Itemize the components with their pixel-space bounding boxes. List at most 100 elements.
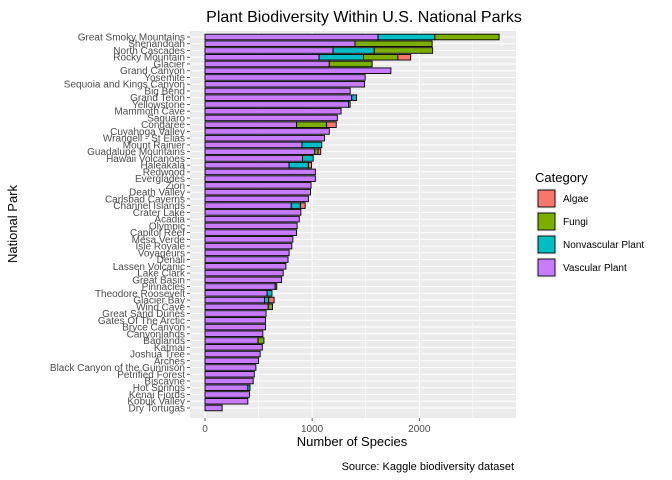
- y-tick-label: Wrangell - St Elias: [103, 134, 185, 145]
- y-tick-label: Kenai Fjords: [129, 390, 185, 401]
- bar-segment: [204, 323, 266, 331]
- y-tick-label: Glacier: [153, 59, 185, 70]
- y-tick-label: Pinnacles: [142, 282, 185, 293]
- bar-segment: [204, 263, 287, 270]
- legend-label: Nonvascular Plant: [563, 240, 644, 251]
- bar-segment: [266, 290, 273, 297]
- y-tick-label: Capitol Reef: [130, 228, 185, 239]
- y-tick-label: Rocky Mountain: [113, 53, 185, 64]
- bar-segment: [204, 188, 311, 196]
- y-tick-label: Joshua Tree: [130, 350, 185, 361]
- bar-segment: [204, 276, 283, 284]
- bar-segment: [307, 161, 313, 169]
- bar-segment: [290, 202, 301, 209]
- bar-segment: [363, 53, 399, 61]
- y-tick-label: Great Smoky Mountains: [78, 33, 185, 44]
- legend-swatch: [537, 212, 556, 231]
- bar-segment: [204, 33, 379, 41]
- bar-segment: [204, 236, 294, 243]
- bar-segment: [204, 229, 298, 236]
- y-tick-label: Glacier Bay: [133, 296, 185, 307]
- bar-segment: [204, 222, 298, 230]
- bar-segment: [204, 350, 261, 358]
- bar-segment: [204, 290, 268, 297]
- y-tick-label: Saguaro: [147, 113, 185, 124]
- legend-title: Category: [535, 170, 588, 185]
- bar-segment: [204, 242, 293, 250]
- y-tick-label: Wind Cave: [136, 302, 185, 313]
- bar-segment: [301, 141, 323, 149]
- bar-segment: [204, 128, 330, 135]
- bar-segment: [302, 155, 314, 162]
- y-tick-label: Cuyahoga Valley: [110, 127, 185, 138]
- y-axis-title: National Park: [5, 184, 20, 263]
- bar-segment: [348, 101, 351, 108]
- source-caption: Source: Kaggle biodiversity dataset: [342, 461, 514, 473]
- y-tick-label: Haleakala: [141, 161, 186, 172]
- bar-segment: [328, 60, 373, 68]
- bar-segment: [204, 330, 264, 338]
- bar-segment: [204, 377, 254, 385]
- y-tick-label: Hawaii Volcanoes: [106, 154, 185, 165]
- y-tick-label: Guadalupe Mountains: [87, 147, 185, 158]
- y-tick-label: Gates Of The Arctic: [98, 316, 185, 327]
- x-tick-label: 1000: [301, 424, 324, 435]
- bar-segment: [204, 107, 342, 115]
- x-axis-ticks: 0 1000 2000: [202, 418, 431, 435]
- bar-segment: [354, 40, 433, 47]
- y-tick-label: Lassen Volcanic: [113, 262, 185, 273]
- bar-segment: [204, 337, 259, 344]
- y-tick-label: Theodore Roosevelt: [95, 289, 185, 300]
- y-tick-label: Mount Rainier: [123, 140, 186, 151]
- bar-segment: [204, 269, 284, 277]
- bar-segment: [204, 40, 356, 47]
- bar-segment: [204, 53, 320, 61]
- y-tick-label: Everglades: [135, 174, 185, 185]
- bar-segment: [204, 256, 289, 263]
- y-tick-label: North Cascades: [113, 46, 185, 57]
- y-tick-label: Grand Teton: [130, 93, 185, 104]
- bar-segment: [204, 182, 312, 189]
- y-tick-label: Canyonlands: [127, 329, 185, 340]
- y-tick-label: Yosemite: [144, 73, 185, 84]
- legend: Category Algae Fungi Nonvascular Plant Vasc…: [535, 170, 644, 278]
- bar-segment: [204, 364, 257, 371]
- bar-segment: [204, 47, 334, 54]
- bar-segment: [204, 371, 255, 378]
- bar-segment: [204, 215, 300, 223]
- bar-segment: [204, 209, 302, 216]
- y-tick-label: Hot Springs: [133, 383, 185, 394]
- y-tick-label: Petrified Forest: [117, 370, 185, 381]
- bar-segment: [204, 161, 290, 169]
- legend-label: Algae: [563, 194, 589, 205]
- bar-segment: [288, 161, 309, 169]
- bar-segment: [204, 195, 309, 203]
- bar-segment: [434, 33, 500, 41]
- y-tick-label: Zion: [166, 181, 185, 192]
- bar-segment: [204, 74, 366, 81]
- bar-segment: [204, 310, 267, 317]
- bar-segment: [204, 87, 351, 95]
- y-tick-label: Mammoth Cave: [114, 107, 185, 118]
- bar-segment: [296, 121, 328, 128]
- y-tick-label: Dry Tortugas: [128, 403, 185, 414]
- y-tick-label: Mesa Verde: [132, 235, 186, 246]
- bar-segment: [204, 175, 316, 182]
- bar-segment: [204, 357, 260, 365]
- y-tick-label: Badlands: [143, 336, 185, 347]
- bar-segment: [204, 296, 265, 304]
- y-tick-label: Katmai: [154, 343, 185, 354]
- y-tick-label: Death Valley: [129, 188, 185, 199]
- y-tick-label: Lake Clark: [137, 269, 186, 280]
- y-tick-label: Arches: [154, 356, 185, 367]
- legend-swatch: [537, 189, 556, 208]
- x-tick-label: 2000: [408, 424, 431, 435]
- bar-segment: [351, 94, 358, 101]
- y-tick-label: Isle Royale: [136, 242, 186, 253]
- bar-segment: [332, 47, 375, 54]
- bar-segment: [204, 168, 316, 176]
- bar-segment: [204, 303, 269, 311]
- x-tick-label: 0: [202, 424, 208, 435]
- bar-segment: [204, 391, 250, 398]
